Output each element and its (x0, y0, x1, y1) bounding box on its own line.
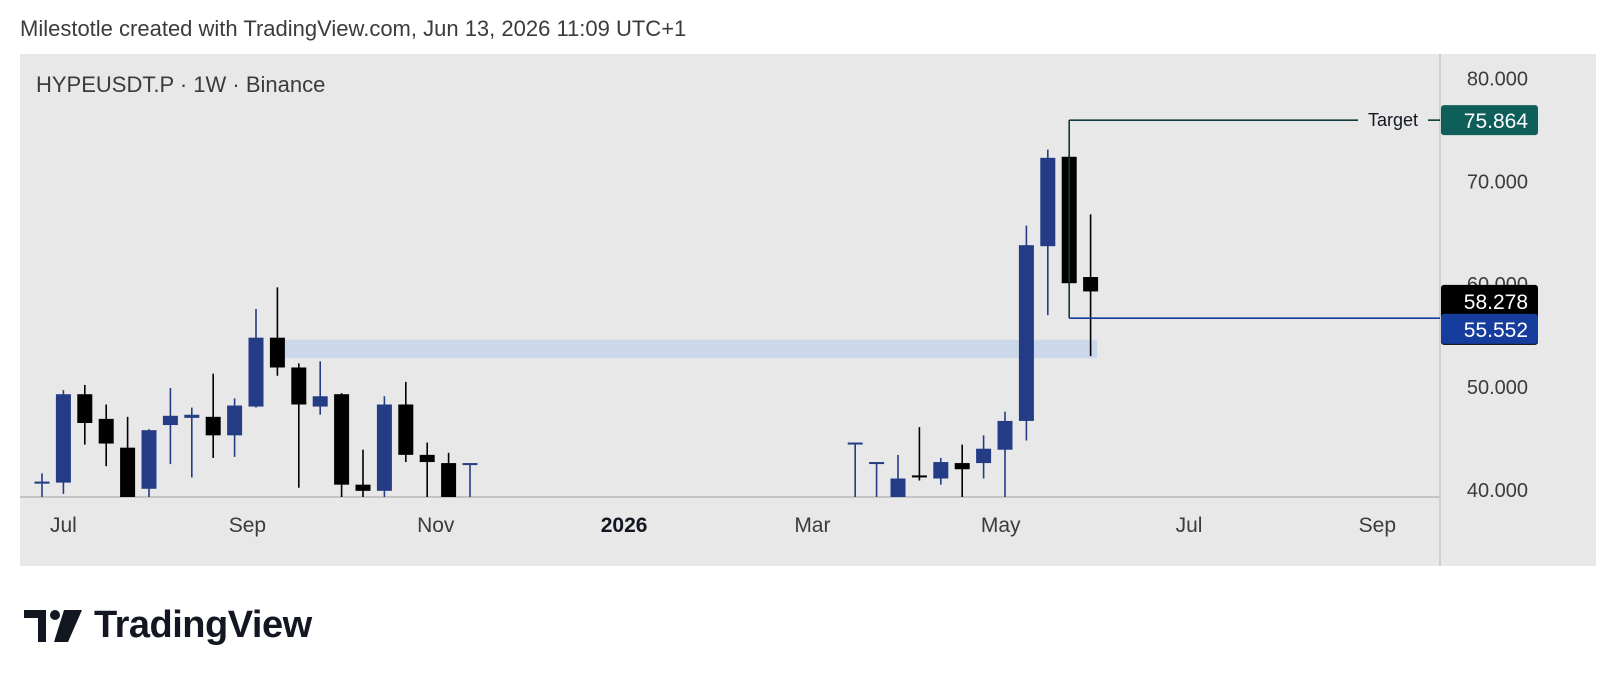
level-price-badge (1441, 313, 1538, 344)
candle-body (1083, 277, 1099, 292)
candle-body (227, 405, 243, 436)
candle-body (462, 463, 478, 466)
candle-body (120, 447, 136, 497)
candle-body (355, 484, 371, 491)
candle-body (205, 416, 221, 436)
x-tick-label: Sep (1359, 514, 1396, 537)
candle-body (291, 367, 307, 405)
candle-body (184, 414, 200, 418)
x-tick-label: May (981, 514, 1021, 537)
candle-body (869, 462, 885, 465)
candle-body (34, 481, 50, 484)
candle-body (141, 430, 157, 489)
candle-body (954, 463, 970, 470)
candle-body (248, 337, 264, 407)
target-label: Target (1368, 110, 1418, 130)
candle-body (334, 394, 350, 485)
candle-body (441, 463, 457, 497)
last-price-label: 58.278 (1464, 291, 1528, 314)
y-tick-label: 50.000 (1467, 377, 1528, 399)
level-price-label: 55.552 (1464, 319, 1528, 342)
candle-body (933, 462, 949, 479)
chart-credit: Milestotle created with TradingView.com,… (20, 16, 687, 41)
tradingview-logo[interactable]: TradingView (24, 604, 312, 647)
tradingview-logo-text: TradingView (94, 604, 312, 646)
candle-body (419, 454, 435, 463)
x-tick-label: Jul (50, 514, 77, 537)
candle-body (1018, 245, 1034, 421)
y-tick-label: 40.000 (1467, 480, 1528, 502)
x-tick-label: Nov (417, 514, 455, 537)
x-tick-label: 2026 (601, 514, 648, 537)
candle-body (1040, 157, 1056, 247)
x-tick-label: Jul (1176, 514, 1203, 537)
x-tick-label: Mar (794, 514, 830, 537)
candle-body (312, 396, 328, 407)
tradingview-logo-icon (24, 609, 82, 642)
y-tick-label: 70.000 (1467, 171, 1528, 193)
chart-title: HYPEUSDT.P · 1W · Binance (36, 72, 326, 97)
candle-body (847, 442, 863, 445)
candle-body (976, 448, 992, 464)
candle-body (269, 337, 285, 368)
target-price-badge (1441, 105, 1538, 136)
x-tick-label: Sep (229, 514, 266, 537)
candle-body (55, 394, 71, 483)
candle-body (911, 475, 927, 478)
candle-body (997, 420, 1013, 450)
candle-body (398, 404, 414, 455)
candle-body (890, 478, 906, 497)
candle-body (376, 404, 392, 491)
candlestick-chart[interactable]: Target40.00050.00060.00070.00080.000JulS… (20, 54, 1596, 566)
y-tick-label: 80.000 (1467, 69, 1528, 91)
chart-panel[interactable]: Target40.00050.00060.00070.00080.000JulS… (20, 54, 1596, 566)
candle-body (98, 418, 114, 444)
target-price-label: 75.864 (1464, 110, 1529, 133)
candle-body (77, 394, 93, 423)
candle-body (162, 415, 178, 426)
support-zone (281, 339, 1098, 359)
